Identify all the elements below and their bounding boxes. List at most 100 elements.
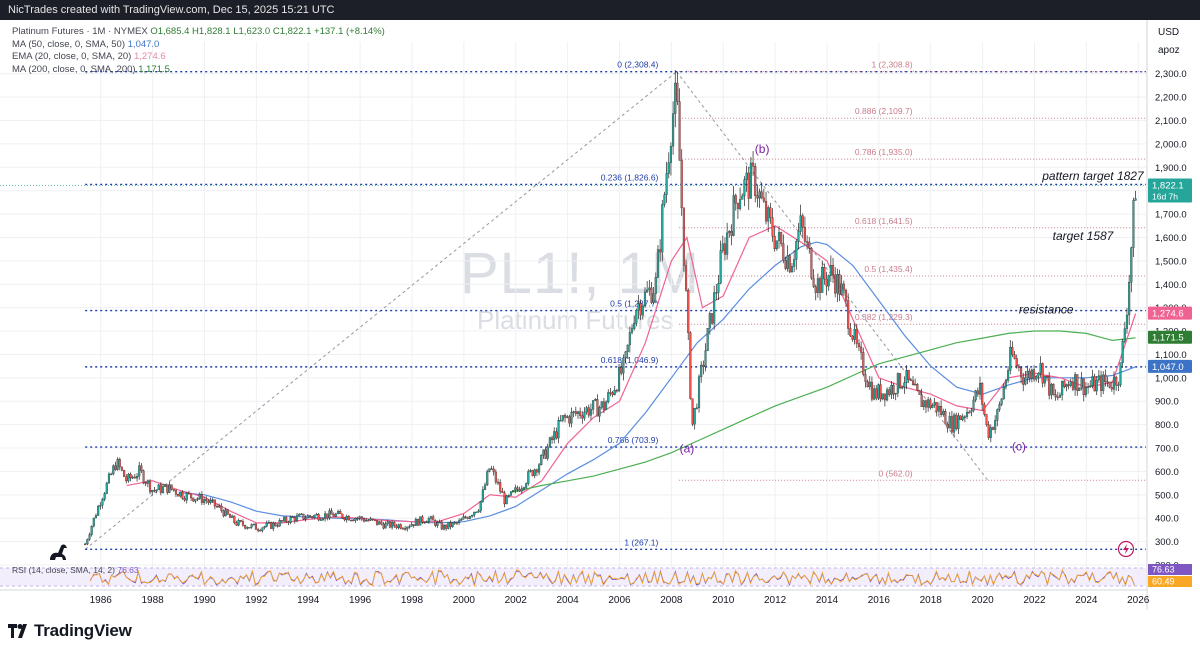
candle-body (838, 274, 841, 295)
candle-body (901, 386, 904, 389)
candle-body (767, 207, 770, 222)
candle-body (404, 528, 407, 530)
candle-body (810, 248, 813, 279)
candle-body (920, 394, 923, 408)
candle-body (254, 523, 257, 530)
fib-level-label: 0 (562.0) (879, 468, 913, 478)
candle-body (1128, 282, 1131, 316)
fib-level-label: 0.382 (1,229.3) (855, 312, 913, 322)
candle-body (226, 509, 229, 515)
ema20-label: EMA (20, close, 0, SMA, 20) (12, 51, 132, 63)
candle-body (563, 415, 567, 418)
candle-body (959, 415, 962, 420)
candle-body (927, 399, 930, 408)
candle-body (1112, 376, 1116, 390)
fib-level-label: 0.5 (1,287.7) (610, 299, 658, 309)
candle-body (241, 521, 245, 526)
candle-body (633, 323, 636, 329)
candle-body (568, 416, 571, 424)
candle-body (360, 516, 363, 520)
candle-body (107, 473, 111, 484)
candle-body (239, 520, 242, 522)
candle-body (127, 473, 130, 482)
y-tick-label: 1,700.0 (1155, 210, 1187, 221)
candle-body (263, 526, 266, 528)
candle-body (609, 392, 612, 394)
candle-body (879, 384, 882, 400)
candle-body (159, 484, 162, 493)
candle-body (367, 520, 370, 522)
candle-body (220, 505, 223, 511)
scale-label[interactable]: apoz (1158, 45, 1180, 56)
price-tag-label: 1,822.1 (1152, 181, 1184, 192)
candle-body (183, 498, 186, 501)
candle-body (337, 511, 340, 514)
candle-body (1056, 396, 1059, 399)
candle-body (1071, 381, 1074, 390)
candle-body (222, 510, 225, 517)
candle-body (557, 420, 560, 439)
candle-body (384, 523, 387, 529)
candle-body (620, 367, 623, 374)
candle-body (745, 172, 748, 180)
candle-body (136, 476, 139, 479)
lightning-bolt (1123, 544, 1129, 554)
y-tick-label: 2,000.0 (1155, 139, 1187, 150)
legend-ma200-row[interactable]: MA (200, close, 0, SMA, 200) 1,171.5 (12, 64, 385, 77)
candle-body (507, 495, 510, 497)
candle-body (527, 471, 530, 484)
x-tick-label: 1990 (193, 595, 216, 606)
footer (0, 610, 1200, 651)
price-tag (1148, 178, 1192, 203)
candle-body (490, 468, 493, 470)
candle-body (704, 350, 707, 368)
x-tick-label: 1988 (141, 595, 164, 606)
candle-body (929, 399, 932, 408)
candle-body (455, 522, 458, 524)
candle-body (293, 517, 296, 522)
candles (84, 70, 1137, 546)
candle-body (576, 411, 580, 414)
candle-body (328, 510, 331, 519)
candle-body (715, 292, 718, 294)
candle-body (598, 407, 601, 417)
candle-body (760, 191, 763, 199)
candle-body (1022, 376, 1025, 385)
candle-body (466, 517, 469, 519)
candle-body (488, 468, 491, 472)
candle-body (674, 82, 677, 114)
candle-body (90, 525, 93, 535)
candle-body (306, 515, 309, 519)
candle-body (425, 521, 428, 524)
candle-body (170, 484, 173, 490)
candle-body (935, 402, 938, 412)
candle-body (1125, 314, 1129, 329)
candle-body (702, 364, 705, 368)
candle-body (142, 470, 145, 483)
candle-body (133, 476, 136, 479)
candle-body (842, 283, 845, 291)
candle-body (300, 513, 303, 516)
price-chart[interactable]: 200.0300.0400.0500.0600.0700.0800.0900.0… (0, 20, 1200, 610)
candle-body (624, 351, 627, 359)
tradingview-logo[interactable]: TradingView (8, 621, 132, 643)
candle-body (695, 407, 698, 409)
candle-body (1087, 386, 1090, 388)
candle-body (637, 303, 640, 311)
candle-body (1009, 346, 1012, 371)
candle-body (512, 490, 515, 492)
candle-body (1132, 200, 1135, 248)
x-tick-label: 1992 (245, 595, 268, 606)
legend-ma50-row[interactable]: MA (50, close, 0, SMA, 50) 1,047.0 (12, 39, 385, 52)
currency-label[interactable]: USD (1158, 27, 1180, 38)
candle-body (630, 328, 634, 333)
candle-body (706, 328, 709, 351)
legend-symbol-row[interactable]: Platinum Futures · 1M · NYMEX O1,685.4 H… (12, 26, 385, 39)
candle-body (697, 376, 701, 408)
candle-body (585, 407, 588, 413)
candle-body (799, 215, 802, 232)
candle-body (600, 401, 603, 408)
x-tick-label: 2020 (971, 595, 994, 606)
legend-ema20-row[interactable]: EMA (20, close, 0, SMA, 20) 1,274.6 (12, 51, 385, 64)
candle-body (892, 384, 895, 395)
